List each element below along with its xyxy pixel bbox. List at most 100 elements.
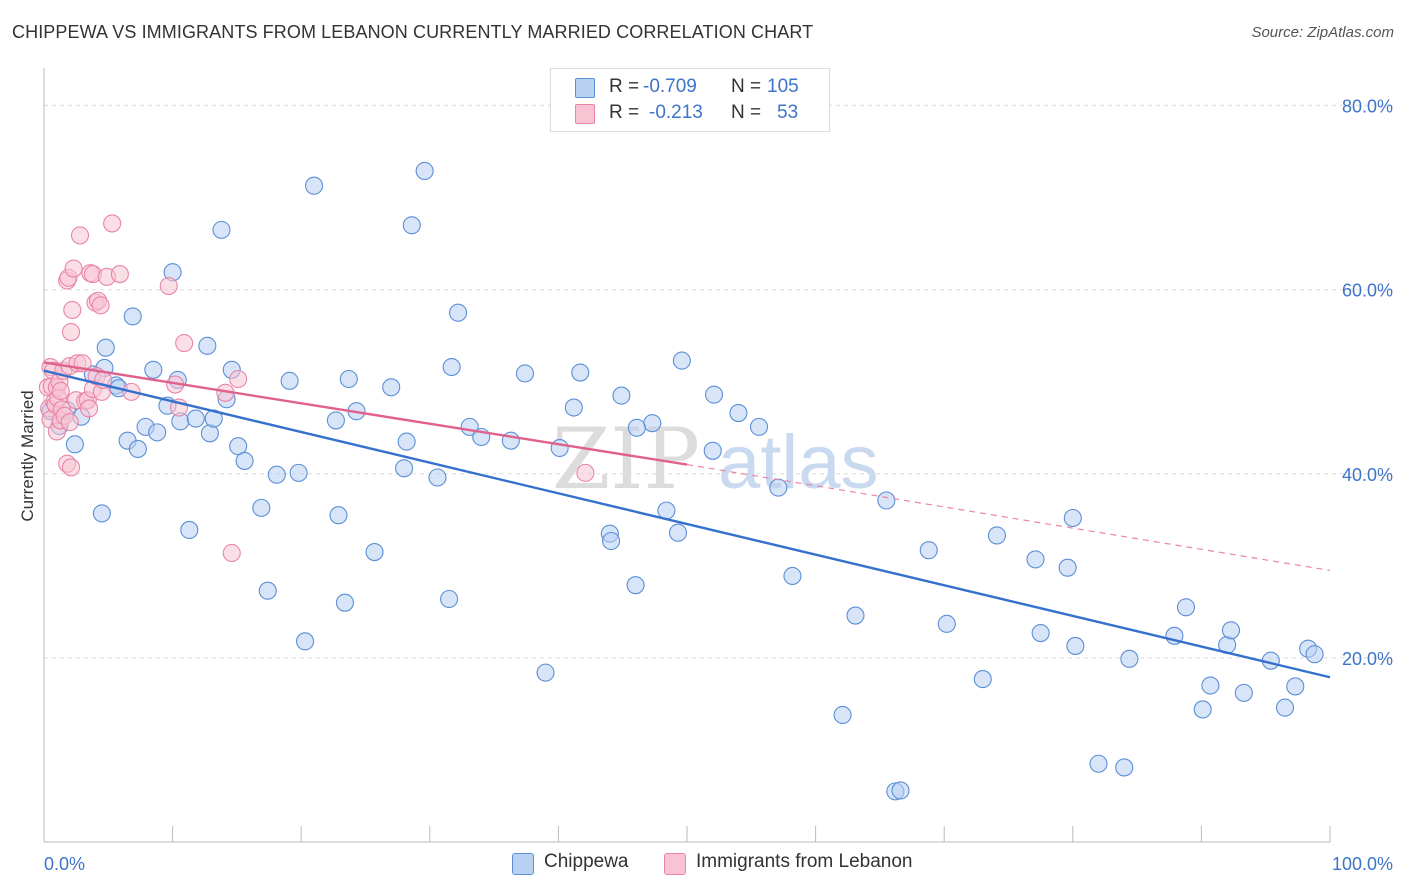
point-chippewa — [729, 404, 748, 423]
point-chippewa — [877, 491, 896, 510]
point-chippewa — [937, 614, 956, 633]
point-chippewa — [1066, 636, 1085, 655]
watermark-atlas: atlas — [718, 420, 879, 505]
point-chippewa — [1031, 624, 1050, 643]
point-chippewa — [973, 670, 992, 689]
point-chippewa — [267, 465, 286, 484]
point-chippewa — [1275, 698, 1295, 717]
correlation-legend: R = -0.709 N = 105 R = -0.213 N = 53 — [550, 68, 830, 132]
legend-n-label: N = — [731, 76, 762, 97]
y-tick-label: 80.0% — [1342, 97, 1393, 117]
y-tick-label: 60.0% — [1342, 281, 1393, 301]
point-chippewa — [626, 576, 645, 595]
point-chippewa — [704, 385, 724, 404]
point-chippewa — [235, 451, 254, 470]
series-swatch-lebanon — [664, 853, 686, 875]
axes — [43, 68, 1331, 843]
point-chippewa — [668, 523, 688, 542]
point-chippewa — [1120, 649, 1139, 668]
legend-swatch-lebanon — [575, 104, 595, 124]
point-lebanon — [70, 226, 90, 245]
point-lebanon — [103, 214, 122, 233]
point-lebanon — [79, 399, 99, 418]
point-chippewa — [296, 632, 315, 651]
point-chippewa — [289, 463, 308, 482]
point-chippewa — [643, 414, 662, 433]
point-lebanon — [175, 334, 194, 353]
point-chippewa — [672, 351, 691, 370]
point-chippewa — [186, 409, 205, 428]
point-chippewa — [1305, 645, 1324, 664]
point-chippewa — [550, 438, 569, 458]
point-lebanon — [51, 381, 70, 401]
point-chippewa — [919, 541, 938, 560]
point-chippewa — [415, 161, 434, 181]
series-label-lebanon: Immigrants from Lebanon — [696, 851, 913, 872]
point-chippewa — [602, 531, 621, 551]
point-chippewa — [339, 369, 358, 389]
point-chippewa — [96, 338, 115, 357]
watermark-zip: ZIP — [552, 410, 700, 508]
legend-r-value: -0.213 — [649, 102, 703, 123]
point-chippewa — [365, 542, 384, 562]
point-chippewa — [749, 417, 769, 436]
point-chippewa — [833, 705, 852, 725]
point-chippewa — [627, 418, 646, 437]
watermark: ZIP atlas — [552, 410, 879, 508]
point-chippewa — [1201, 676, 1220, 695]
point-chippewa — [144, 360, 163, 379]
point-chippewa — [846, 606, 865, 625]
point-chippewa — [382, 378, 401, 397]
x-tick-label: 0.0% — [44, 854, 85, 874]
legend-r-label: R = — [609, 102, 640, 123]
trend-line-lebanon — [43, 361, 688, 466]
point-chippewa — [1221, 621, 1241, 640]
point-chippewa — [395, 459, 414, 478]
trend-lines — [43, 361, 1331, 679]
point-chippewa — [329, 506, 348, 525]
point-chippewa — [65, 435, 84, 454]
point-lebanon — [576, 463, 595, 482]
tick-labels: 20.0% 40.0% 60.0% 80.0% 0.0% 100.0% — [44, 97, 1393, 874]
point-chippewa — [1058, 558, 1077, 577]
point-chippewa — [1089, 754, 1108, 773]
y-tick-label: 20.0% — [1342, 649, 1393, 669]
point-chippewa — [1026, 550, 1045, 569]
point-chippewa — [148, 423, 167, 442]
point-chippewa — [783, 566, 802, 586]
point-lebanon — [61, 458, 81, 477]
point-chippewa — [128, 439, 147, 459]
point-lebanon — [91, 296, 110, 315]
point-lebanon — [61, 323, 81, 342]
point-chippewa — [402, 216, 421, 235]
point-chippewa — [703, 441, 722, 460]
chart-title: CHIPPEWA VS IMMIGRANTS FROM LEBANON CURR… — [12, 22, 814, 42]
trend-line-chippewa — [43, 369, 1331, 679]
point-chippewa — [1176, 598, 1196, 617]
point-chippewa — [258, 581, 277, 600]
point-chippewa — [612, 386, 631, 405]
point-chippewa — [212, 220, 231, 239]
point-lebanon — [110, 265, 129, 284]
series-swatch-chippewa — [512, 853, 534, 875]
point-chippewa — [987, 526, 1006, 545]
legend-swatch-chippewa — [575, 78, 595, 98]
point-chippewa — [571, 363, 590, 382]
point-chippewa — [326, 411, 345, 430]
point-lebanon — [63, 300, 82, 320]
point-chippewa — [180, 520, 199, 540]
point-chippewa — [1193, 700, 1212, 719]
point-lebanon — [159, 276, 178, 296]
point-chippewa — [536, 663, 555, 682]
point-chippewa — [1234, 683, 1253, 702]
point-chippewa — [280, 371, 299, 390]
point-chippewa — [252, 498, 271, 517]
point-chippewa — [1063, 508, 1082, 528]
point-chippewa — [428, 468, 447, 487]
legend-n-value: 53 — [777, 102, 799, 123]
point-chippewa — [123, 307, 142, 326]
series-label-chippewa: Chippewa — [544, 851, 629, 872]
point-chippewa — [1286, 677, 1305, 696]
point-chippewa — [891, 781, 910, 800]
